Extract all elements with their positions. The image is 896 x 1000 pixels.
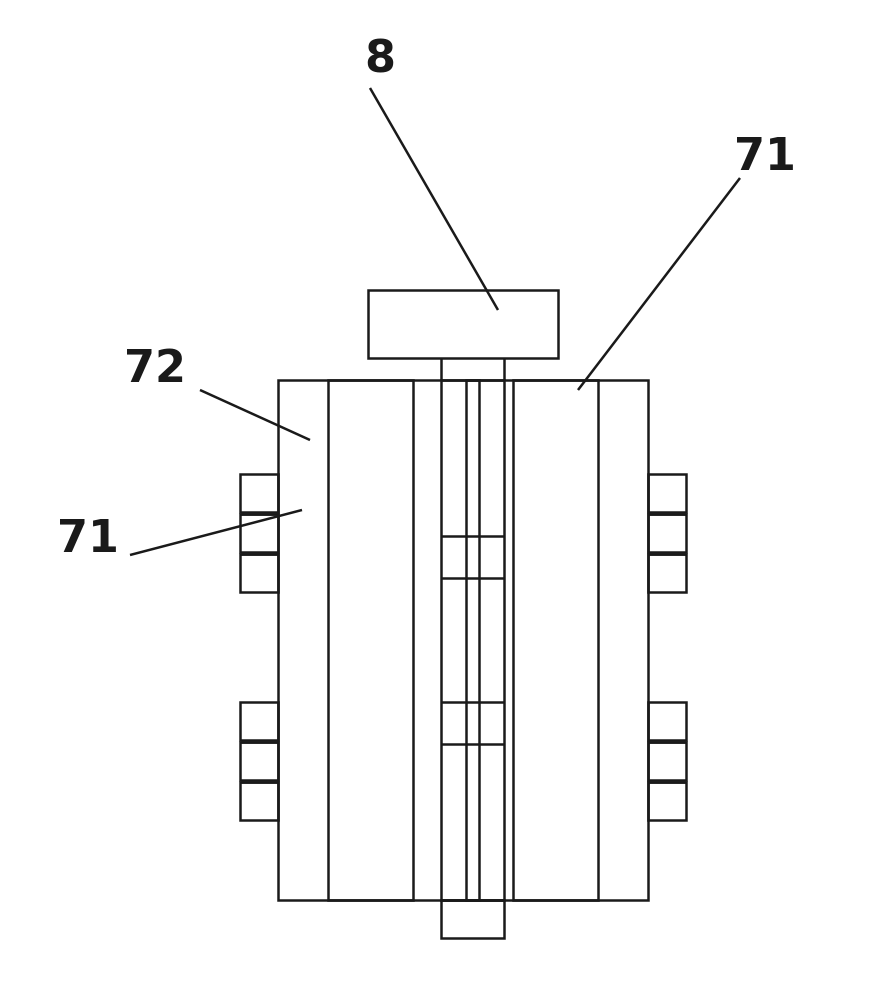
Bar	[278, 380, 648, 900]
Bar	[328, 380, 413, 900]
Text: 8: 8	[365, 38, 395, 82]
Bar	[240, 514, 278, 552]
Bar	[240, 742, 278, 780]
Bar	[240, 782, 278, 820]
Bar	[513, 380, 598, 900]
Bar	[648, 514, 686, 552]
Bar	[368, 290, 558, 358]
Bar	[240, 702, 278, 740]
Bar	[240, 474, 278, 512]
Bar	[466, 380, 504, 900]
Bar	[648, 742, 686, 780]
Bar	[648, 554, 686, 592]
Text: 71: 71	[57, 518, 119, 562]
Text: 72: 72	[124, 349, 186, 391]
Bar	[648, 474, 686, 512]
Bar	[441, 380, 479, 900]
Bar	[441, 900, 504, 938]
Text: 71: 71	[734, 136, 796, 180]
Bar	[648, 702, 686, 740]
Bar	[240, 554, 278, 592]
Bar	[648, 782, 686, 820]
